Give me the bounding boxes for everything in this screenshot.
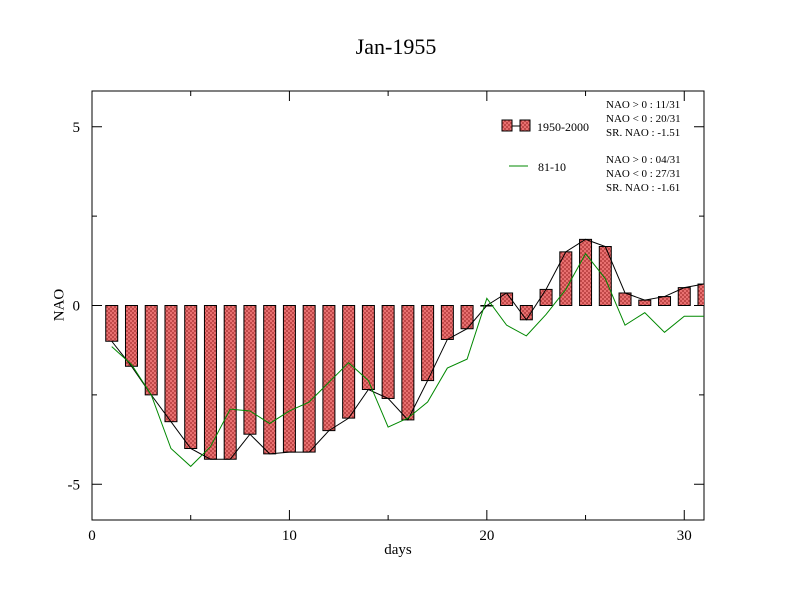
x-tick-label: 10 [282,528,297,544]
y-tick-label: 5 [73,120,81,136]
bar [282,305,296,453]
legend-label-1950-2000: 1950-2000 [537,120,589,134]
bar [124,305,138,367]
bar [203,305,217,460]
x-axis-label: days [384,542,412,558]
x-tick-label: 20 [479,528,494,544]
stats-text-81-10: NAO < 0 : 27/31 [606,168,681,180]
y-axis-label: NAO [51,288,68,322]
stats-text-81-10: SR. NAO : -1.61 [606,182,680,194]
bar [302,305,316,453]
bar [105,305,119,342]
bar [697,283,704,306]
y-tick-label: -5 [68,477,81,493]
bar [677,287,691,306]
bar [164,305,178,423]
stats-text-1950-2000: NAO > 0 : 11/31 [606,99,680,111]
bar [342,305,356,419]
bar [184,305,198,449]
stats-text-1950-2000: NAO < 0 : 20/31 [606,113,681,125]
bar [460,305,474,330]
series-line-1950-2000 [111,238,704,460]
x-tick-label: 30 [677,528,692,544]
plot-area: 0 10 20 30 -5 0 5 1950-2000 81-10 NAO > 0 : 11/31… [68,90,705,544]
bar [421,305,435,382]
bar [440,305,454,340]
bar [322,305,336,432]
bar [401,305,415,421]
x-tick-label: 0 [88,528,96,544]
bar [638,299,652,307]
legend-label-81-10: 81-10 [538,160,566,174]
bar [658,296,672,306]
bar [381,305,395,399]
bar [144,305,158,396]
bar [223,305,237,460]
series-line-81-10 [111,252,704,468]
bar [579,238,593,306]
stats-text-1950-2000: SR. NAO : -1.51 [606,127,680,139]
bar [263,305,277,455]
bar [243,305,257,435]
legend-swatch-1950-2000 [519,119,531,132]
chart-title: Jan-1955 [355,34,437,59]
legend-swatch-1950-2000 [501,119,513,132]
stats-text-81-10: NAO > 0 : 04/31 [606,154,681,166]
y-tick-label: 0 [73,299,81,315]
bar [539,288,553,307]
